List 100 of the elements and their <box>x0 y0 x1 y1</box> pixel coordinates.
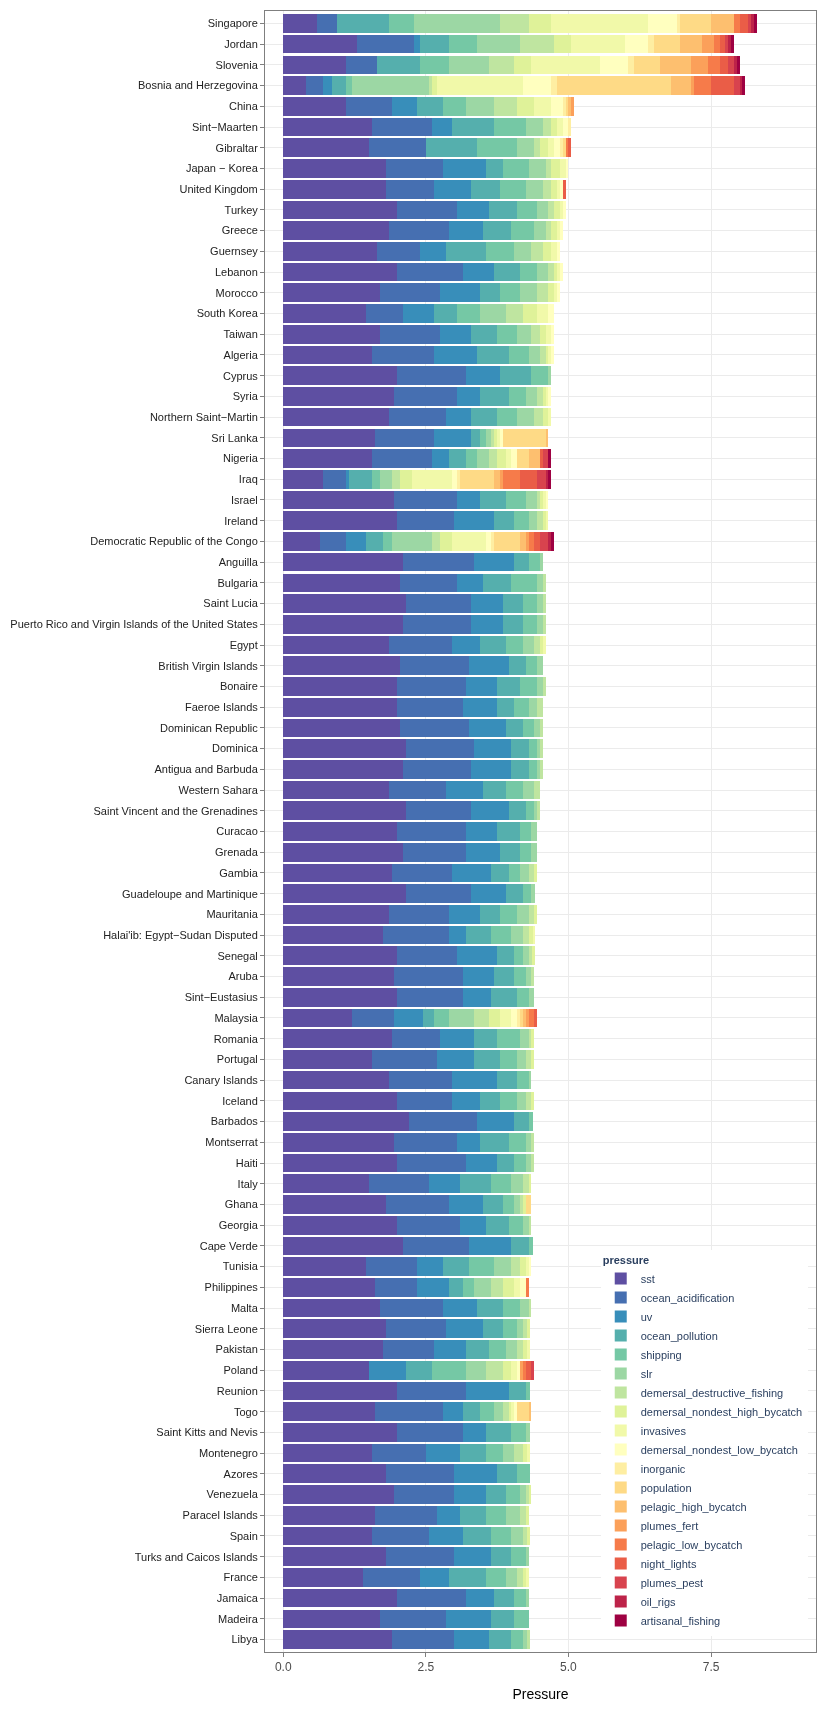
bar <box>283 1257 366 1276</box>
bar <box>474 1029 498 1049</box>
bar <box>522 304 538 323</box>
bar <box>482 780 506 800</box>
y-tick-label: Georgia <box>218 1219 259 1232</box>
bar <box>397 697 463 717</box>
bar <box>514 1153 526 1173</box>
bar <box>500 14 529 33</box>
bar <box>465 1381 509 1401</box>
bar <box>511 1236 529 1256</box>
bar <box>531 324 540 344</box>
legend-label: plumes_fert <box>640 1519 699 1532</box>
bar <box>542 117 552 137</box>
y-tick-label: Sri Lanka <box>211 431 259 444</box>
bar <box>437 1505 461 1525</box>
bar <box>442 1402 463 1421</box>
bar <box>397 1588 466 1608</box>
bar <box>380 1609 446 1629</box>
bar <box>371 345 435 365</box>
bar <box>385 159 443 178</box>
bar <box>283 925 384 945</box>
bar <box>431 1360 466 1380</box>
bar <box>500 366 532 385</box>
bar <box>494 511 515 531</box>
bar <box>525 117 543 137</box>
bar <box>508 1381 526 1401</box>
bar <box>522 614 538 634</box>
bar <box>283 594 406 613</box>
bar <box>485 1215 509 1235</box>
bar <box>460 469 495 489</box>
bar <box>380 469 392 489</box>
bar <box>676 14 680 33</box>
bar <box>397 987 463 1007</box>
bar <box>554 34 572 54</box>
bar <box>283 1050 372 1069</box>
y-tick-label: Morocco <box>215 286 258 299</box>
bar <box>517 1050 526 1069</box>
bar <box>519 1485 526 1504</box>
bar <box>391 532 432 551</box>
bar <box>517 1402 529 1421</box>
bar <box>471 884 506 903</box>
bar <box>511 760 529 779</box>
bar <box>485 1360 503 1380</box>
bar <box>283 407 389 427</box>
bar <box>454 1485 486 1504</box>
bar <box>283 1174 369 1194</box>
bar <box>442 1298 478 1318</box>
y-tick-label: Bosnia and Herzegovina <box>137 79 259 92</box>
y-tick-label: Iraq <box>238 473 258 486</box>
bar <box>537 304 549 323</box>
bar <box>500 179 526 199</box>
bar <box>514 552 529 572</box>
y-tick-label: Bonaire <box>219 680 258 693</box>
bar <box>283 884 406 903</box>
bar <box>480 1132 509 1152</box>
bar <box>548 200 555 220</box>
bar <box>465 1360 486 1380</box>
bar <box>371 1526 429 1546</box>
bar <box>519 1505 526 1525</box>
bar <box>517 1568 523 1587</box>
bar <box>494 1402 503 1421</box>
bar <box>460 1215 486 1235</box>
bar <box>391 96 418 116</box>
bar <box>283 1443 372 1463</box>
bar <box>511 1360 518 1380</box>
bar <box>283 822 398 841</box>
bar <box>514 1112 529 1131</box>
bar <box>283 635 389 655</box>
y-tick-label: Israel <box>230 493 258 506</box>
bar <box>405 739 475 758</box>
bar <box>528 14 552 33</box>
y-tick-label: Philippines <box>204 1281 259 1294</box>
bar <box>480 490 506 510</box>
bar <box>380 324 441 344</box>
y-tick-label: Guadeloupe and Martinique <box>122 887 258 900</box>
bar <box>542 677 546 696</box>
bar <box>451 532 486 551</box>
bar <box>448 34 478 54</box>
bar <box>691 76 694 95</box>
bar <box>511 925 523 945</box>
bar <box>471 428 481 448</box>
bar <box>480 905 500 924</box>
bar <box>531 842 538 862</box>
bar <box>388 635 452 655</box>
y-tick-label: Iceland <box>222 1094 258 1107</box>
bar <box>385 1195 449 1214</box>
bar <box>548 138 555 158</box>
bar <box>403 552 475 572</box>
bar <box>368 1360 406 1380</box>
bar <box>391 1029 441 1049</box>
bar <box>522 635 535 655</box>
bar <box>522 1340 527 1359</box>
bar <box>480 428 486 448</box>
bar <box>511 1630 523 1649</box>
bar <box>525 1278 529 1297</box>
x-axis-title: Pressure <box>512 1685 569 1702</box>
bar <box>283 490 395 510</box>
bar <box>497 677 520 696</box>
bar <box>283 1588 398 1608</box>
bar <box>517 407 535 427</box>
